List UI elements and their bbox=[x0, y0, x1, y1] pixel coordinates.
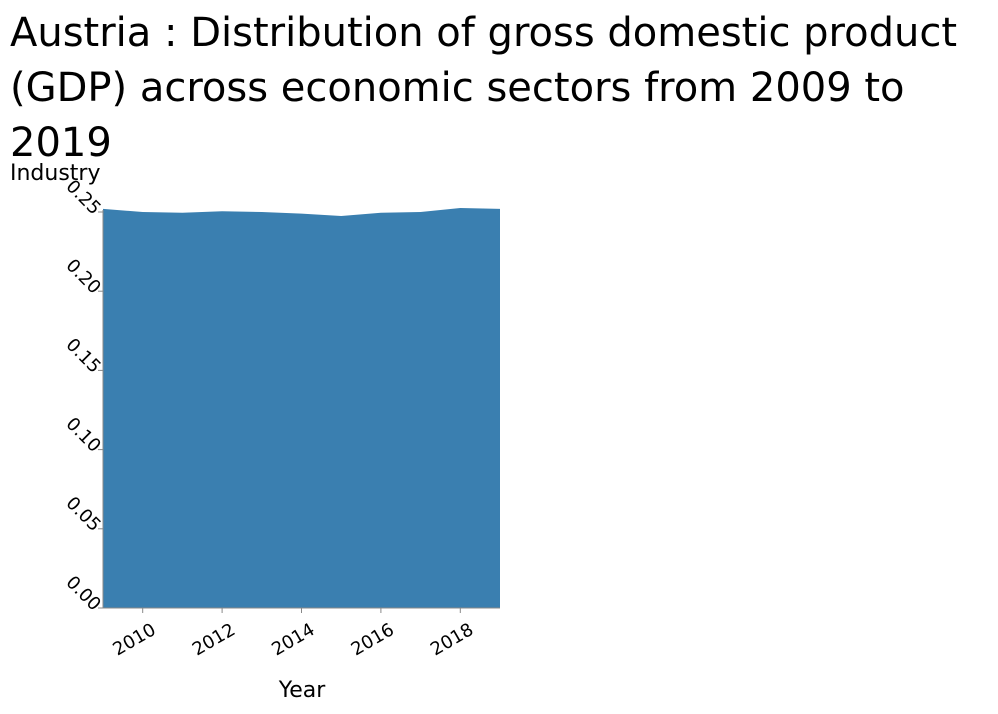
y-tick-label: 0.05 bbox=[62, 493, 105, 536]
x-tick-label: 2010 bbox=[109, 619, 159, 660]
y-tick-label: 0.15 bbox=[62, 334, 105, 377]
x-tick-label: 2018 bbox=[427, 619, 477, 660]
x-tick-label: 2014 bbox=[268, 619, 318, 660]
x-tick-label: 2016 bbox=[348, 619, 398, 660]
x-axis-title: Year bbox=[278, 678, 327, 703]
x-tick-label: 2012 bbox=[189, 619, 239, 660]
industry-area bbox=[103, 208, 500, 609]
y-tick-label: 0.20 bbox=[62, 255, 105, 298]
y-tick-label: 0.10 bbox=[62, 413, 105, 456]
y-tick-label: 0.00 bbox=[62, 572, 105, 615]
y-axis-title: Industry bbox=[10, 161, 101, 186]
chart-title: Austria : Distribution of gross domestic… bbox=[10, 10, 958, 166]
